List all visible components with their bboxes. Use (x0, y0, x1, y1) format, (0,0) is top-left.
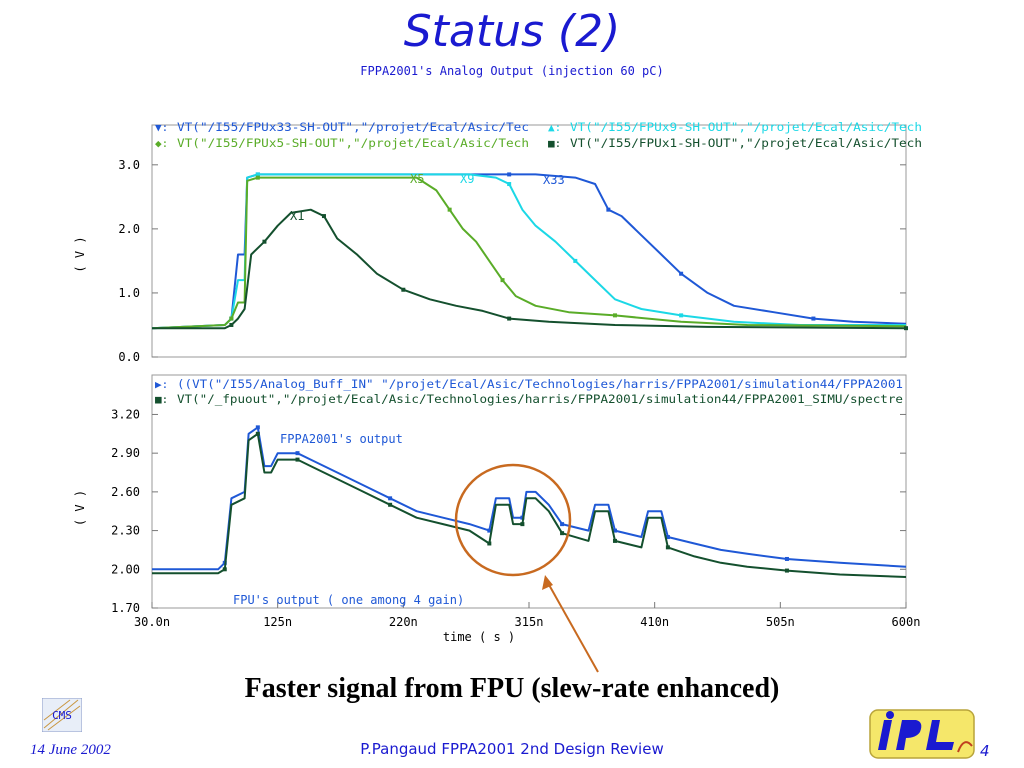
x-tick-label: 600n (892, 615, 921, 629)
chart-annotation: X9 (460, 172, 474, 186)
y-axis-label: ( V ) (73, 236, 87, 272)
series-line-x33 (151, 173, 907, 330)
data-point (447, 207, 452, 212)
y-tick-label: 2.90 (111, 446, 140, 460)
data-point (388, 496, 393, 501)
y-tick-label: 1.70 (111, 601, 140, 615)
data-point (904, 326, 908, 331)
data-point (255, 425, 260, 430)
data-point (321, 214, 326, 219)
data-point (255, 172, 260, 177)
legend-entry: VT("/I55/FPUx33-SH-OUT","/projet/Ecal/As… (177, 120, 529, 134)
y-tick-label: 2.00 (111, 562, 140, 576)
data-point (255, 175, 260, 180)
legend-entry: VT("/_fpuout","/projet/Ecal/Asic/Technol… (177, 392, 903, 406)
data-point (612, 528, 617, 533)
data-point (784, 556, 789, 561)
data-point (487, 528, 492, 533)
plot-frame (151, 124, 907, 358)
legend-entry: VT("/I55/FPUx5-SH-OUT","/projet/Ecal/Asi… (177, 136, 529, 150)
data-point (255, 431, 260, 436)
chart-annotation: X5 (410, 172, 424, 186)
data-point (811, 316, 816, 321)
series-line-fppa2001-s-output (152, 426, 907, 571)
data-point (560, 522, 565, 527)
series-line-x9 (151, 173, 906, 330)
data-point (560, 531, 565, 536)
data-point (573, 258, 578, 263)
data-point (295, 451, 300, 456)
y-tick-label: 1.0 (118, 286, 140, 300)
legend-marker: ■: (155, 393, 168, 406)
data-point (784, 568, 789, 573)
data-point (679, 313, 684, 318)
legend-entry: ((VT("/I55/Analog_Buff_IN" "/projet/Ecal… (177, 377, 903, 391)
y-tick-label: 3.20 (111, 407, 140, 421)
chart-annotation: X1 (290, 209, 304, 223)
x-tick-label: 30.0n (134, 615, 170, 629)
legend-marker: ■: (548, 137, 561, 150)
data-point (665, 545, 670, 550)
y-axis-label: ( V ) (73, 490, 87, 526)
y-tick-label: 2.30 (111, 524, 140, 538)
data-point (507, 316, 512, 321)
legend-marker: ◆: (155, 137, 168, 150)
x-tick-label: 505n (766, 615, 795, 629)
slide-caption: Faster signal from FPU (slew-rate enhanc… (244, 673, 780, 704)
x-tick-label: 315n (515, 615, 544, 629)
data-point (507, 172, 512, 177)
data-point (262, 239, 267, 244)
cms-logo-text: CMS (52, 709, 72, 722)
data-point (487, 541, 492, 546)
data-point (401, 287, 406, 292)
data-point (222, 567, 227, 572)
x-axis-label: time ( s ) (443, 630, 515, 644)
y-tick-label: 0.0 (118, 350, 140, 364)
series-line-fpu-s-output (152, 432, 907, 578)
ipnl-logo (868, 706, 976, 762)
data-point (606, 207, 611, 212)
data-point (388, 502, 393, 507)
data-point (229, 322, 234, 327)
data-point (500, 278, 505, 283)
footer-presenter: P.Pangaud FPPA2001 2nd Design Review (360, 740, 664, 758)
x-tick-label: 410n (640, 615, 669, 629)
data-point (665, 535, 670, 540)
y-tick-label: 2.0 (118, 222, 140, 236)
page-number: 4 (980, 742, 990, 760)
annotation-arrowhead (542, 575, 553, 590)
data-point (612, 313, 617, 318)
cms-logo: CMS (41, 697, 83, 733)
data-point (679, 271, 684, 276)
y-tick-label: 3.0 (118, 158, 140, 172)
chart-annotation: FPPA2001's output (280, 432, 403, 446)
series-line-x1 (152, 208, 907, 330)
slide-title: Status (2) (403, 6, 621, 57)
x-tick-label: 125n (263, 615, 292, 629)
data-point (507, 182, 512, 187)
data-point (612, 538, 617, 543)
highlight-circle (454, 463, 572, 577)
data-point (229, 316, 234, 321)
chart-subtitle: FPPA2001's Analog Output (injection 60 p… (360, 64, 664, 78)
legend-entry: VT("/I55/FPUx1-SH-OUT","/projet/Ecal/Asi… (570, 136, 922, 150)
annotation-arrow (547, 582, 599, 673)
series-line-x5 (151, 176, 907, 330)
legend-marker: ▲: (548, 121, 561, 134)
y-tick-label: 2.60 (111, 485, 140, 499)
chart-annotation: FPU's output ( one among 4 gain) (233, 593, 464, 607)
x-tick-label: 220n (389, 615, 418, 629)
legend-marker: ▼: (155, 121, 168, 134)
data-point (520, 522, 525, 527)
footer-date: 14 June 2002 (30, 742, 111, 758)
chart-annotation: X33 (543, 173, 565, 187)
legend-marker: ▶: (155, 378, 168, 391)
legend-entry: VT("/I55/FPUx9-SH-OUT","/projet/Ecal/Asi… (570, 120, 922, 134)
data-point (295, 457, 300, 462)
